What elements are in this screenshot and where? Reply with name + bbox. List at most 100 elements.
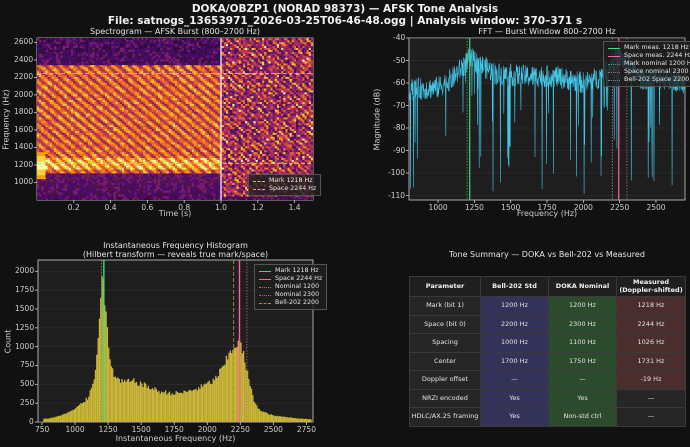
- histogram-bar: [205, 383, 208, 422]
- legend-entry: Space nominal 2300 Hz: [608, 68, 690, 76]
- histogram-bar: [53, 417, 56, 422]
- legend-label: Nominal 2300: [275, 291, 320, 298]
- histogram-bar: [94, 369, 97, 422]
- legend-swatch: [608, 47, 620, 49]
- table-cell: NRZI encoded: [409, 388, 481, 408]
- histogram-bar: [135, 381, 138, 422]
- histogram-bar: [273, 415, 275, 422]
- histogram-bar: [211, 383, 213, 422]
- histogram-bar: [77, 405, 79, 422]
- histogram-bar: [100, 297, 102, 422]
- figure-title: DOKA/OBZP1 (NORAD 98373) — AFSK Tone Ana…: [191, 3, 499, 15]
- histogram-bar: [262, 411, 265, 422]
- histogram-bar: [234, 347, 237, 422]
- histogram-bar: [174, 394, 176, 422]
- histogram-bar: [131, 380, 134, 422]
- histogram-bar: [250, 388, 253, 422]
- y-tick-label: 1200: [14, 159, 34, 169]
- histogram-bar: [209, 383, 212, 422]
- table-row: Mark (bit 1) 1200 Hz 1200 Hz 1218 Hz: [409, 296, 686, 316]
- histogram-bar: [49, 417, 52, 422]
- histogram-bar: [282, 416, 284, 422]
- table-cell: -19 Hz: [616, 370, 686, 390]
- y-tick-label: 250: [20, 398, 35, 408]
- table-row: HDLC/AX.25 framing Yes Non-std ctrl —: [409, 407, 686, 427]
- histogram-bar: [134, 382, 136, 422]
- histogram-bar: [260, 410, 262, 422]
- histogram-bar: [116, 378, 118, 422]
- fft-ylabel: Magnitude (dB): [372, 88, 382, 151]
- y-tick-label: 2400: [14, 54, 34, 64]
- histogram-bar: [112, 368, 114, 422]
- histogram-bar: [287, 417, 290, 422]
- histogram-bar: [207, 381, 209, 422]
- histogram-bar: [81, 403, 83, 422]
- histogram-bar: [305, 418, 307, 422]
- table-cell: 1000 Hz: [480, 333, 549, 353]
- x-tick-label: 2000: [573, 203, 593, 212]
- x-tick-label: 1500: [131, 425, 151, 434]
- table-cell: Space (bit 0): [409, 314, 481, 334]
- histogram-bar: [166, 394, 168, 422]
- histogram-bar: [80, 403, 82, 422]
- y-tick-label: 1500: [15, 303, 35, 313]
- histogram-bar: [190, 390, 192, 422]
- histogram-bar: [141, 383, 143, 422]
- x-tick-label: 2000: [197, 425, 217, 434]
- histogram-bar: [245, 369, 247, 422]
- histogram-bar: [253, 401, 255, 422]
- legend-entry: Mark nominal 1200 Hz: [608, 60, 690, 68]
- x-tick-label: 2250: [610, 203, 630, 212]
- histogram-bar: [71, 410, 73, 422]
- column-header: Parameter: [409, 276, 481, 297]
- legend-swatch: [608, 79, 620, 81]
- x-tick-label: 1000: [428, 203, 448, 212]
- histogram-bar: [93, 379, 95, 422]
- histogram-bar: [88, 396, 90, 422]
- histogram-bar: [98, 318, 101, 422]
- x-tick-label: 1500: [501, 203, 521, 212]
- histogram-bar: [51, 417, 53, 422]
- histogram-bar: [52, 417, 54, 422]
- y-tick-label: 1600: [14, 124, 34, 134]
- table-cell: 1200 Hz: [548, 296, 617, 316]
- histogram-bar: [302, 418, 304, 422]
- histogram-bar: [64, 413, 66, 422]
- histogram-bar: [242, 350, 245, 422]
- histogram-bar: [145, 383, 147, 422]
- legend-label: Space meas. 2244 Hz: [624, 52, 690, 59]
- y-tick-label: 0: [29, 417, 34, 426]
- histogram-bar: [149, 388, 151, 422]
- table-cell: 1218 Hz: [616, 296, 686, 316]
- histogram-bar: [75, 408, 77, 422]
- histogram-bar: [106, 327, 109, 422]
- histogram-bar: [286, 417, 288, 422]
- histogram-bar: [225, 355, 228, 422]
- histogram-bar: [257, 408, 259, 422]
- table-title: Tone Summary — DOKA vs Bell-202 vs Measu…: [449, 250, 645, 259]
- histogram-bar: [204, 383, 206, 422]
- histogram-bar: [265, 412, 267, 422]
- table-cell: Doppler offset: [409, 370, 481, 390]
- histogram-bar: [303, 418, 306, 422]
- y-tick-label: 2000: [15, 266, 35, 276]
- histogram-bar: [212, 378, 214, 422]
- histogram-bar: [182, 393, 184, 422]
- histogram-bar: [86, 399, 89, 422]
- histogram-bar: [122, 381, 124, 422]
- histogram-bar: [119, 382, 122, 422]
- histogram-bar: [59, 415, 61, 422]
- histogram-bar: [194, 389, 196, 422]
- histogram-bar: [171, 393, 173, 422]
- histogram-bar: [159, 393, 161, 422]
- histogram-bar: [48, 418, 50, 422]
- histogram-bar: [232, 349, 234, 422]
- histogram-bar: [197, 387, 200, 422]
- histogram-bar: [188, 389, 191, 422]
- histogram-bar: [294, 417, 296, 422]
- histogram-bar: [97, 338, 99, 422]
- x-tick-label: 1000: [65, 425, 85, 434]
- y-tick-label: 500: [20, 379, 35, 389]
- legend-entry: Bell-202 2200: [259, 299, 322, 307]
- histogram-bar: [274, 415, 276, 422]
